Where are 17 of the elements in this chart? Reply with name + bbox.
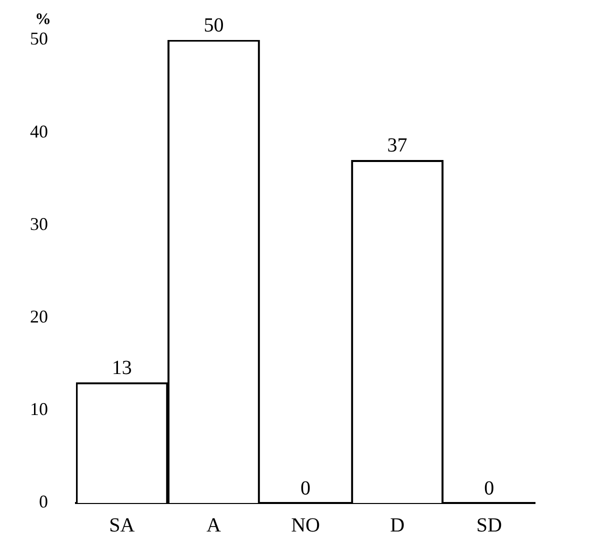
x-tick-label: SA (109, 514, 136, 536)
data-label: 0 (300, 477, 310, 500)
y-tick-label: 30 (30, 214, 48, 234)
x-tick-label: NO (291, 514, 320, 536)
y-tick-label: 40 (30, 121, 48, 142)
y-tick-label: 0 (39, 492, 48, 512)
data-label: 0 (484, 477, 494, 500)
data-label: 50 (204, 14, 224, 36)
y-tick-label: 20 (30, 306, 48, 327)
y-tick-label: 10 (30, 399, 48, 420)
data-label: 37 (387, 134, 408, 157)
data-label: 13 (112, 356, 132, 379)
x-tick-label: SD (476, 514, 502, 536)
x-tick-label: A (206, 514, 222, 536)
y-axis-title: % (35, 11, 51, 28)
x-tick-label: D (390, 514, 405, 536)
y-tick-label: 50 (30, 28, 48, 49)
